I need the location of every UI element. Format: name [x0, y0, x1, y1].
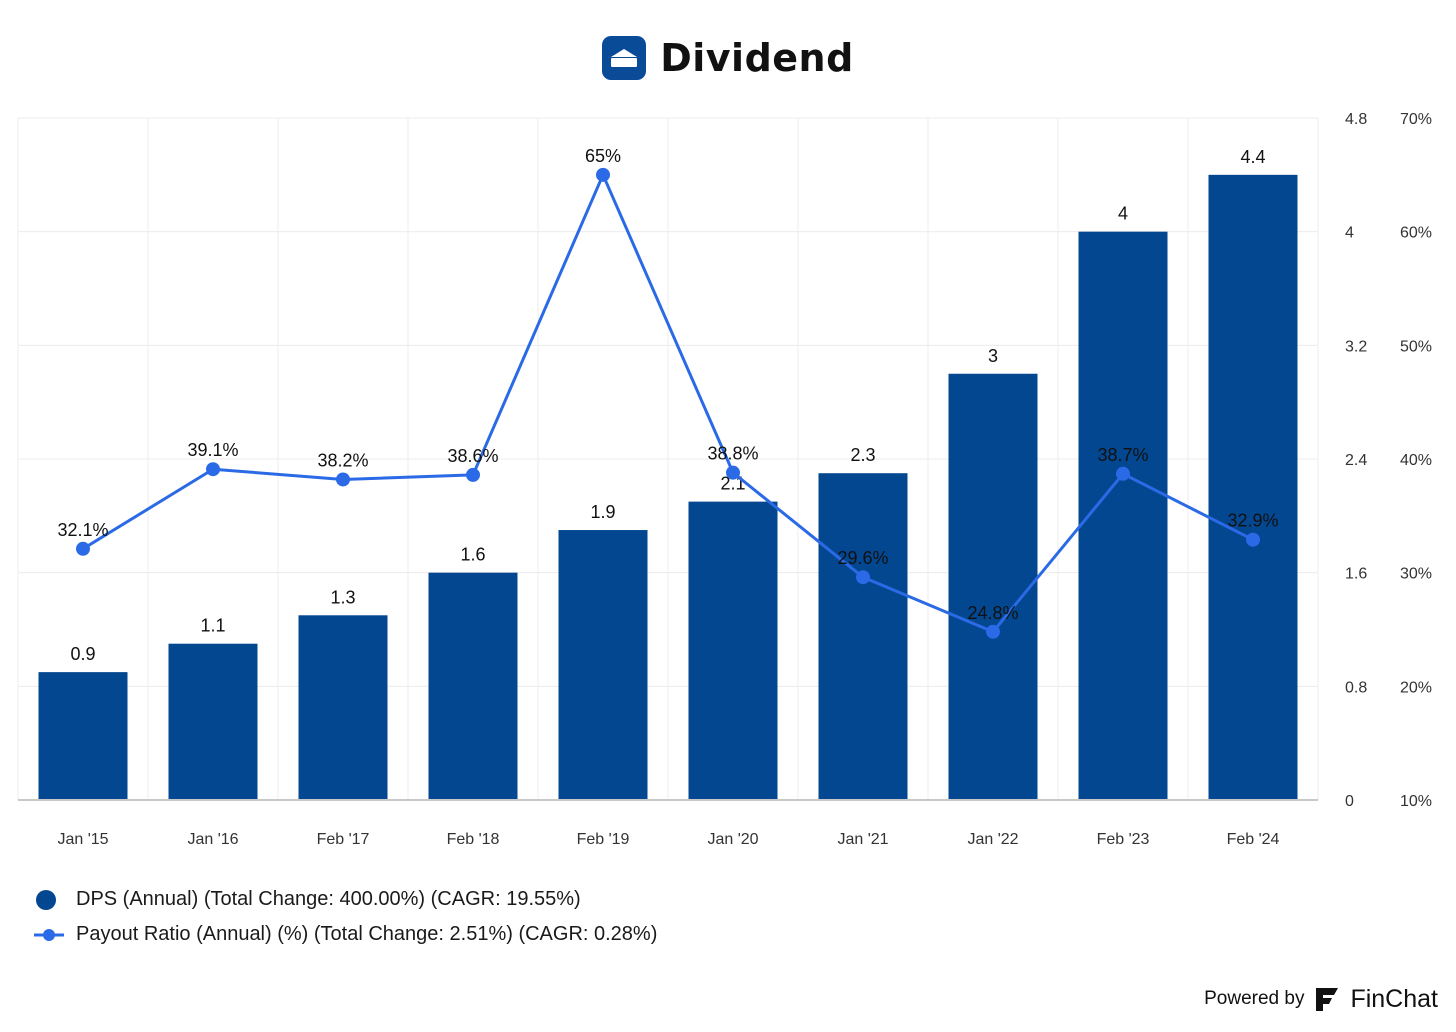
chart-legend: DPS (Annual) (Total Change: 400.00%) (CA…	[34, 882, 657, 952]
finchat-logo-icon	[1316, 988, 1339, 1011]
bar-dps	[168, 643, 258, 800]
payout-data-label: 32.9%	[1227, 511, 1278, 531]
payout-data-label: 38.2%	[317, 450, 368, 470]
payout-point	[986, 624, 1000, 639]
x-tick-label: Feb '23	[1097, 831, 1150, 848]
x-tick-label: Feb '19	[577, 831, 630, 848]
y-tick-dps: 4.8	[1345, 111, 1367, 128]
payout-data-label: 24.8%	[967, 603, 1018, 623]
chart-title: Dividend	[660, 36, 854, 80]
payout-point	[596, 167, 610, 182]
y-tick-dps: 0	[1345, 793, 1354, 810]
bar-dps	[558, 530, 648, 800]
legend-line-icon	[34, 928, 64, 941]
powered-by-label: Powered by	[1204, 988, 1305, 1009]
bar-dps	[818, 473, 908, 800]
bar-data-label: 3	[988, 346, 998, 366]
payout-point	[856, 570, 870, 585]
legend-item-payout[interactable]: Payout Ratio (Annual) (%) (Total Change:…	[34, 917, 657, 952]
payout-point	[76, 541, 90, 556]
payout-point	[336, 472, 350, 487]
bar-dps	[1208, 174, 1298, 801]
bar-dps	[298, 615, 388, 800]
y-tick-payout: 10%	[1400, 793, 1432, 810]
payout-point	[1116, 466, 1130, 481]
x-tick-label: Feb '18	[447, 831, 500, 848]
payout-data-label: 39.1%	[187, 440, 238, 460]
payout-point	[1246, 532, 1260, 547]
bar-data-label: 1.1	[200, 616, 225, 636]
chart-header: Dividend	[0, 30, 1456, 86]
y-tick-payout: 20%	[1400, 679, 1432, 696]
y-tick-payout: 60%	[1400, 225, 1432, 242]
x-tick-label: Jan '21	[837, 831, 888, 848]
bar-data-label: 4	[1118, 204, 1128, 224]
finchat-brand: FinChat	[1350, 984, 1438, 1013]
bar-data-label: 4.4	[1240, 147, 1265, 167]
bar-dps	[1078, 231, 1168, 800]
y-tick-payout: 40%	[1400, 452, 1432, 469]
payout-line	[82, 173, 1254, 634]
x-tick-label: Jan '16	[187, 831, 238, 848]
x-tick-label: Feb '24	[1227, 831, 1280, 848]
payout-point	[726, 465, 740, 480]
bar-dps	[428, 572, 518, 800]
payout-data-label: 38.8%	[707, 444, 758, 464]
legend-item-dps[interactable]: DPS (Annual) (Total Change: 400.00%) (CA…	[34, 882, 657, 917]
x-tick-label: Jan '22	[967, 831, 1018, 848]
x-tick-label: Jan '15	[57, 831, 108, 848]
payout-data-label: 38.6%	[447, 446, 498, 466]
y-tick-dps: 1.6	[1345, 566, 1367, 583]
powered-by[interactable]: Powered by FinChat	[1204, 984, 1438, 1014]
bar-data-label: 1.9	[590, 502, 615, 522]
y-tick-dps: 0.8	[1345, 679, 1367, 696]
y-tick-payout: 50%	[1400, 338, 1432, 355]
bar-dps	[38, 672, 128, 800]
payout-point	[466, 467, 480, 482]
y-tick-dps: 4	[1345, 225, 1354, 242]
x-tick-label: Jan '20	[707, 831, 758, 848]
payout-data-label: 65%	[585, 146, 621, 166]
y-tick-payout: 30%	[1400, 566, 1432, 583]
payout-point	[206, 462, 220, 477]
payout-data-label: 38.7%	[1097, 445, 1148, 465]
bar-dps	[948, 373, 1038, 800]
legend-dot-icon	[36, 889, 56, 910]
x-tick-label: Feb '17	[317, 831, 370, 848]
bar-data-label: 2.3	[850, 445, 875, 465]
legend-label-payout: Payout Ratio (Annual) (%) (Total Change:…	[76, 923, 658, 945]
y-tick-payout: 70%	[1400, 111, 1432, 128]
y-tick-dps: 2.4	[1345, 452, 1367, 469]
bank-icon	[602, 36, 647, 80]
payout-data-label: 29.6%	[837, 548, 888, 568]
payout-data-label: 32.1%	[57, 520, 108, 540]
legend-label-dps: DPS (Annual) (Total Change: 400.00%) (CA…	[76, 888, 581, 910]
bar-data-label: 1.6	[460, 545, 485, 565]
bar-data-label: 0.9	[70, 644, 95, 664]
bar-dps	[688, 501, 778, 800]
y-tick-dps: 3.2	[1345, 338, 1367, 355]
bar-data-label: 1.3	[330, 587, 355, 607]
